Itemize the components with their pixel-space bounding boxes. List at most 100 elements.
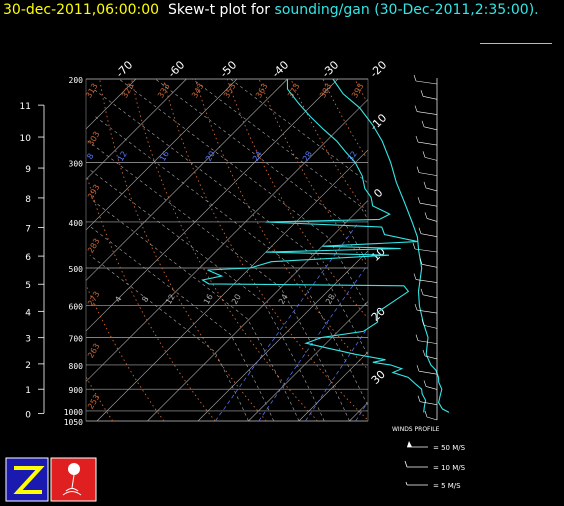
wind-barb-flag (422, 151, 426, 158)
height-tick-label: 9 (25, 165, 31, 175)
wind-barb-flag (423, 181, 427, 189)
wind-barb-flag (413, 74, 417, 82)
wind-barb-flag (424, 212, 428, 219)
moist-adiabat-line (230, 78, 368, 183)
temperature-right-label: 0 (371, 186, 385, 200)
dry-adiabat-line (131, 78, 318, 422)
wind-barb (415, 80, 438, 85)
wind-profile (412, 74, 438, 421)
moist-adiabat-label: 4 (113, 295, 123, 304)
wind-barb (418, 370, 438, 375)
winds-legend-item: = 10 M/S (433, 464, 466, 472)
winds-legend: WINDS PROFILE = 50 M/S = 10 M/S = 5 M/S (392, 426, 466, 490)
isotherm-line (96, 149, 369, 422)
dry-adiabat-label: 253 (86, 393, 101, 411)
mixing-ratio-label: 8 (85, 152, 95, 161)
pressure-tick-label: 900 (69, 386, 84, 395)
wind-barb (415, 279, 438, 283)
height-tick-label: 8 (25, 195, 31, 205)
wind-barb-flag (414, 303, 418, 311)
wind-barb (422, 95, 438, 100)
height-tick-label: 3 (25, 335, 31, 345)
wind-barb-flag (418, 227, 422, 234)
dry-adiabat-line (322, 78, 366, 156)
dry-adiabat-line (226, 78, 366, 316)
height-tick-label: 10 (20, 134, 32, 144)
moist-adiabat-line (87, 140, 350, 422)
mixing-ratio-line (215, 221, 360, 422)
dry-adiabat-line (258, 78, 367, 265)
pressure-tick-label: 400 (69, 219, 84, 228)
moist-adiabat-label: 16 (202, 293, 215, 306)
mixing-ratio-label: 24 (251, 150, 264, 163)
dry-adiabat-label: 393 (350, 82, 365, 100)
moist-adiabat-line (95, 116, 368, 405)
dry-adiabat-label: 303 (86, 130, 101, 148)
wind-barb-flag (417, 395, 421, 402)
mixing-ratio-label: 16 (158, 150, 171, 163)
mixing-ratio-label: 20 (204, 150, 217, 163)
moist-adiabat-label: 28 (324, 293, 337, 306)
moist-adiabat-line (118, 78, 367, 306)
dry-adiabat-label: 353 (222, 82, 237, 100)
temperature-trace (332, 78, 450, 413)
temperature-right-label: 30 (369, 368, 388, 387)
radio-wave-icon (62, 491, 82, 496)
winds-legend-item: = 50 M/S (433, 444, 466, 452)
pressure-tick-label: 500 (69, 265, 84, 274)
wind-barb (417, 141, 438, 146)
wind-barb-flag (412, 242, 416, 250)
dry-adiabat-label: 293 (86, 183, 101, 201)
height-tick-label: 0 (25, 410, 31, 420)
pressure-tick-label: 800 (69, 362, 84, 371)
winds-legend-title: WINDS PROFILE (392, 426, 440, 433)
wind-barb (426, 218, 438, 222)
dry-adiabat-label: 343 (190, 82, 205, 100)
wind-barb-flag (414, 105, 418, 112)
temperature-top-label: -30 (319, 58, 341, 80)
moist-adiabat-label: 8 (140, 295, 150, 304)
grid-layer (38, 78, 369, 422)
mixing-ratio-label: 12 (116, 150, 129, 163)
isotherm-line (147, 200, 369, 422)
wind-barb (423, 126, 438, 131)
trace-layer (201, 78, 450, 413)
mixing-ratio-line (305, 328, 368, 422)
wind-barb (424, 355, 438, 360)
wind-barb-flag (417, 197, 421, 204)
isotherm-line (248, 301, 369, 422)
dry-adiabat-label: 273 (86, 290, 101, 308)
wind-barb (425, 386, 438, 390)
dry-adiabat-line (85, 377, 114, 422)
legend-pennant (407, 441, 412, 447)
dry-adiabat-label: 283 (86, 237, 101, 255)
moist-adiabat-label: 20 (230, 293, 243, 306)
pressure-tick-label: 700 (69, 334, 84, 343)
dry-adiabat-line (163, 78, 368, 420)
isotherm-line (85, 78, 187, 180)
temperature-top-label: -50 (217, 58, 239, 80)
wind-barb-flag (415, 135, 419, 143)
dewpoint-trace (201, 78, 427, 413)
isotherm-line (349, 402, 369, 422)
wind-barb-flag (415, 334, 419, 341)
legend-full-barb (404, 460, 408, 468)
balloon-string (71, 474, 75, 489)
moist-adiabat-line (155, 78, 367, 260)
pressure-tick-label: 600 (69, 303, 84, 312)
isotherm-line (85, 78, 137, 130)
dry-adiabat-label: 363 (254, 82, 269, 100)
height-tick-label: 1 (25, 386, 31, 396)
moist-adiabat-line (90, 226, 274, 422)
wind-barb-flag (423, 380, 427, 387)
dry-adiabat-label: 323 (120, 82, 135, 100)
pressure-tick-label: 300 (69, 160, 84, 169)
wind-barb (421, 263, 438, 268)
logos (5, 457, 97, 502)
wind-barb-flag (424, 410, 428, 418)
wind-barb-flag (416, 166, 420, 173)
temperature-top-label: -40 (269, 58, 291, 80)
header-rule (480, 43, 552, 44)
wind-barb-flag (420, 288, 424, 295)
dry-adiabat-label: 313 (84, 82, 99, 100)
